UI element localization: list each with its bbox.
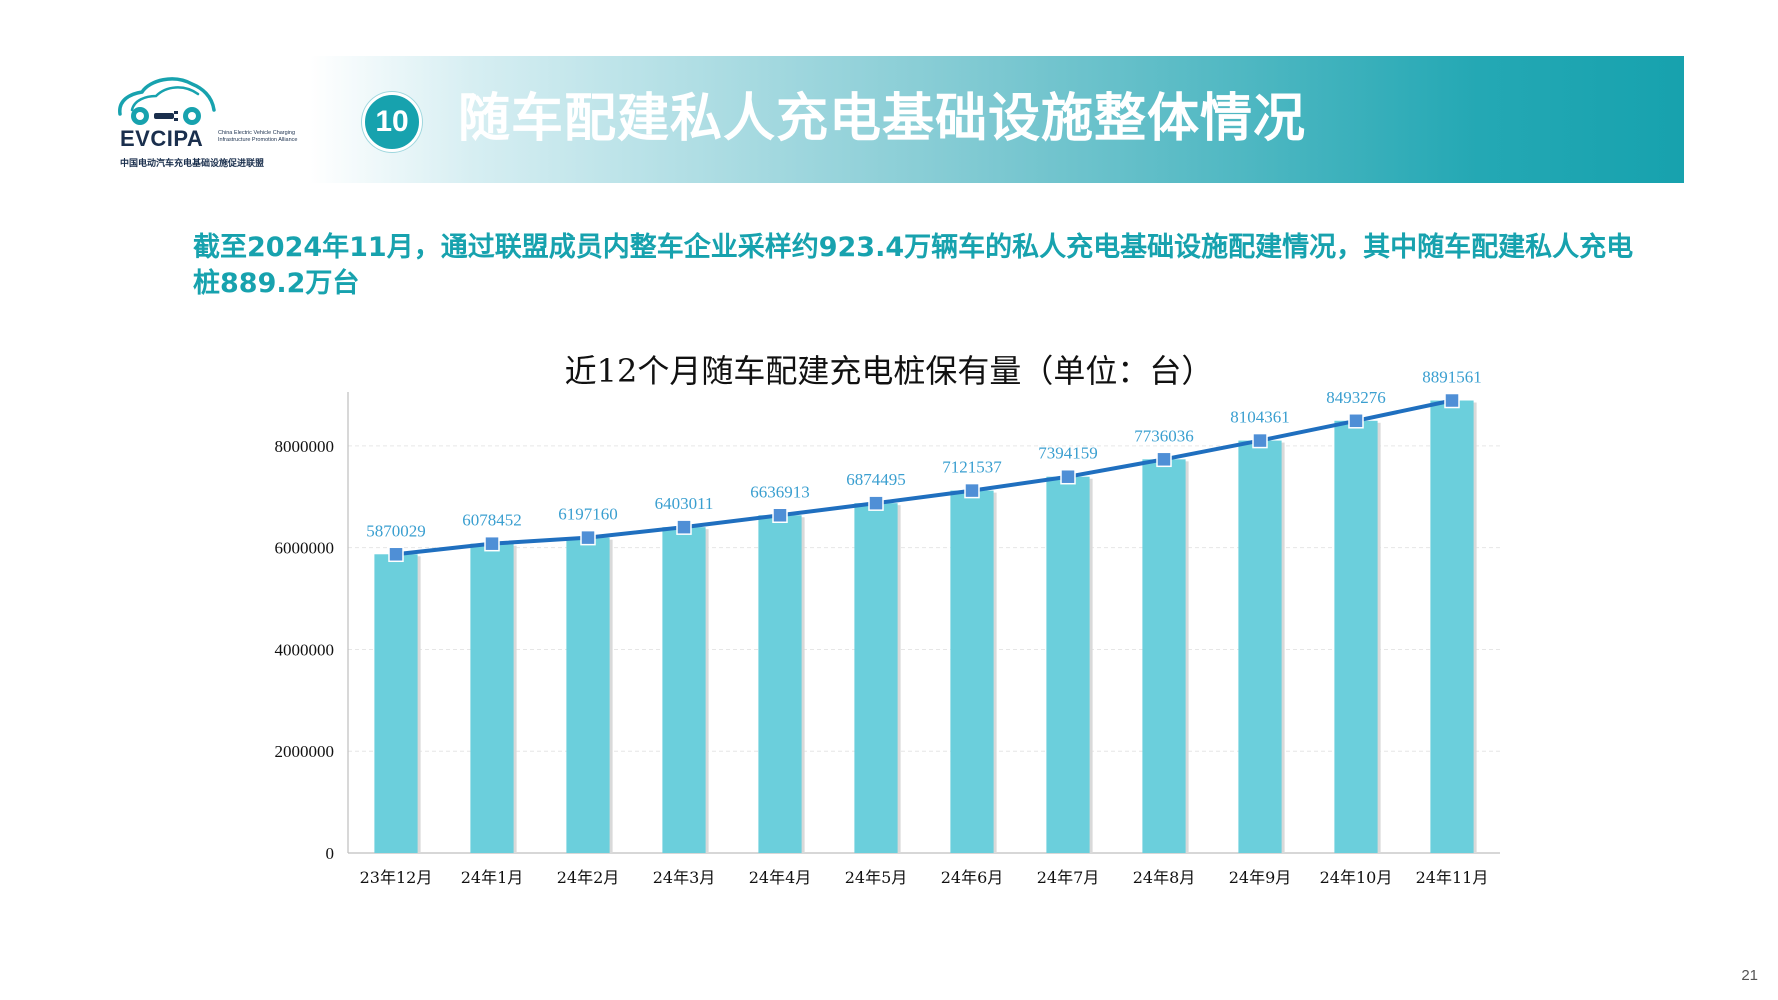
x-tick-label: 24年1月	[461, 868, 524, 887]
data-point	[964, 482, 980, 499]
chart-title: 近12个月随车配建充电桩保有量（单位：台）	[564, 352, 1214, 390]
data-point	[1444, 392, 1460, 409]
data-label: 7121537	[942, 458, 1002, 477]
bar	[662, 527, 706, 853]
section-number-badge: 10	[362, 92, 422, 152]
data-label: 6403011	[655, 494, 714, 513]
bar	[374, 554, 418, 853]
y-tick-label: 2000000	[275, 742, 335, 761]
bar	[758, 515, 802, 853]
logo-chinese-name: 中国电动汽车充电基础设施促进联盟	[120, 159, 265, 169]
x-tick-label: 24年5月	[845, 868, 908, 887]
page-number: 21	[1741, 967, 1758, 984]
bar	[1430, 400, 1474, 853]
data-label: 6636913	[750, 482, 810, 501]
data-label: 7736036	[1134, 426, 1194, 445]
bar	[566, 537, 610, 853]
data-point	[1060, 468, 1076, 485]
data-point	[484, 535, 500, 552]
data-point	[580, 529, 596, 546]
y-tick-label: 4000000	[275, 640, 335, 659]
x-tick-label: 23年12月	[360, 868, 433, 887]
data-point	[1252, 432, 1268, 449]
trend-line	[395, 398, 1453, 557]
data-label: 7394159	[1038, 444, 1098, 463]
data-point	[676, 519, 692, 535]
y-tick-label: 6000000	[275, 539, 335, 558]
x-tick-label: 24年10月	[1320, 868, 1393, 887]
bar	[854, 503, 898, 853]
data-point	[388, 546, 404, 563]
data-label: 8891561	[1422, 368, 1482, 387]
x-tick-label: 24年6月	[941, 868, 1004, 887]
x-tick-label: 24年4月	[749, 868, 812, 887]
x-tick-label: 24年11月	[1416, 868, 1489, 887]
logo-english-name: China Electric Vehicle Charging Infrastr…	[218, 130, 298, 143]
bar	[1046, 476, 1090, 853]
data-point	[1348, 413, 1364, 429]
bar	[1334, 420, 1378, 853]
bar	[1142, 459, 1186, 853]
page-title: 随车配建私人充电基础设施整体情况	[458, 89, 1307, 149]
car-plug-icon	[118, 77, 216, 125]
x-tick-label: 24年9月	[1229, 868, 1292, 887]
evcipa-logo: EVCIPA China Electric Vehicle Charging I…	[112, 70, 297, 180]
logo-acronym: EVCIPA	[120, 126, 204, 151]
data-label: 6874495	[846, 470, 906, 489]
x-tick-label: 24年7月	[1037, 868, 1100, 887]
data-point	[1156, 451, 1172, 468]
data-point	[772, 507, 788, 524]
bar	[470, 543, 514, 853]
data-label: 6078452	[462, 511, 522, 530]
summary-text: 截至2024年11月，通过联盟成员内整车企业采样约923.4万辆车的私人充电基础…	[193, 232, 1634, 299]
y-tick-label: 0	[326, 844, 335, 863]
section-banner: 10 随车配建私人充电基础设施整体情况	[310, 56, 1684, 183]
data-label: 8104361	[1230, 408, 1290, 427]
x-tick-label: 24年8月	[1133, 868, 1196, 887]
y-tick-label: 8000000	[275, 437, 335, 456]
bar	[1238, 440, 1282, 853]
data-point	[868, 495, 884, 511]
data-label: 8493276	[1326, 388, 1386, 407]
data-label: 6197160	[558, 505, 618, 524]
x-tick-label: 24年2月	[557, 868, 620, 887]
bar	[950, 490, 994, 853]
data-label: 5870029	[366, 521, 426, 540]
x-tick-label: 24年3月	[653, 868, 716, 887]
